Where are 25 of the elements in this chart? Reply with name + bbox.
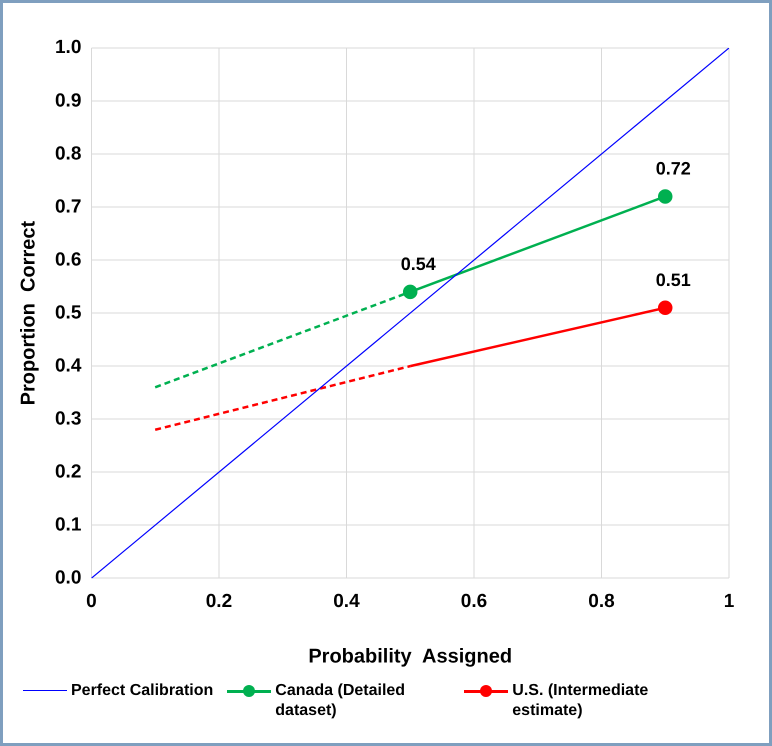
legend-label: U.S. (Intermediate estimate) [512,681,650,721]
x-tick-label: 0.2 [206,590,232,612]
y-tick-label: 0.9 [54,90,82,112]
x-tick-label: 0 [86,590,97,612]
y-tick-label: 0.5 [54,302,82,324]
y-tick-label: 0.0 [54,567,82,588]
x-tick-label: 0.6 [460,590,488,612]
x-tick-label: 0.8 [588,590,615,612]
y-tick-label: 0.2 [54,461,82,482]
y-tick-label: 0.4 [54,355,82,376]
y-tick-label: 0.7 [54,196,82,218]
legend-label: Canada (Detailed dataset) [275,681,406,721]
data-label: 0.51 [656,270,691,290]
x-tick-label: 1 [724,590,735,612]
data-label: 0.72 [656,158,691,178]
y-tick-label: 0.8 [54,143,82,164]
x-tick-label: 0.4 [333,590,360,612]
y-tick-label: 0.3 [54,408,82,430]
y-axis-title: Proportion Correct [18,220,40,406]
y-tick-label: 1.0 [54,37,82,58]
y-tick-label: 0.1 [54,514,82,536]
legend-label: Perfect Calibration [71,681,214,701]
x-axis-title: Probability Assigned [308,646,512,668]
y-tick-label: 0.6 [54,249,82,270]
data-label: 0.54 [400,254,436,274]
